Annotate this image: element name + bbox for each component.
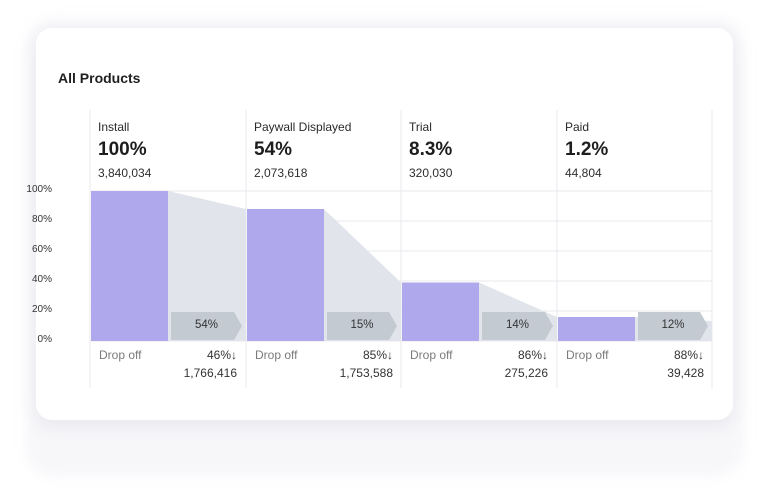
step-count: 44,804 [565, 166, 602, 180]
step-count: 3,840,034 [98, 166, 152, 180]
arrow-down-icon: ↓ [231, 348, 237, 362]
funnel-bar [91, 191, 168, 341]
dropoff-label: Drop off [99, 348, 142, 362]
funnel-bar [247, 209, 324, 341]
y-tick-label: 40% [31, 274, 52, 285]
dropoff-count: 1,766,416 [183, 366, 237, 380]
step-name: Paywall Displayed [254, 120, 352, 134]
dropoff-label: Drop off [566, 348, 609, 362]
dropoff-area [168, 191, 246, 341]
y-tick-label: 0% [37, 334, 52, 345]
dropoff-percent: 88%↓ [673, 348, 704, 362]
conversion-tag [171, 312, 242, 340]
step-header: Trial 8.3% 320,030 [409, 120, 559, 180]
dropoff-label: Drop off [255, 348, 298, 362]
dropoff-percent: 86%↓ [517, 348, 548, 362]
dropoff-count: 39,428 [667, 366, 704, 380]
conversion-label: 15% [350, 319, 374, 331]
step-header: Install 100% 3,840,034 [98, 120, 248, 180]
step-count: 2,073,618 [254, 166, 308, 180]
dropoff-area [324, 209, 401, 341]
y-tick-label: 20% [31, 304, 52, 315]
dropoff-count: 1,753,588 [339, 366, 393, 380]
y-tick-label: 80% [31, 214, 52, 225]
step-percent: 54% [254, 139, 293, 160]
conversion-label: 54% [194, 319, 219, 331]
funnel-bar [402, 282, 479, 341]
step-header: Paid 1.2% 44,804 [565, 120, 715, 180]
conversion-tag [638, 312, 708, 340]
conversion-tag [482, 312, 553, 340]
step-name: Install [98, 120, 130, 134]
arrow-down-icon: ↓ [387, 348, 393, 362]
dropoff-count: 275,226 [504, 366, 548, 380]
step-count: 320,030 [409, 166, 453, 180]
funnel-bar [558, 317, 635, 341]
step-name: Trial [409, 120, 432, 134]
conversion-label: 12% [661, 319, 685, 331]
arrow-down-icon: ↓ [698, 348, 704, 362]
step-percent: 8.3% [409, 139, 453, 160]
arrow-down-icon: ↓ [542, 348, 548, 362]
step-name: Paid [565, 120, 590, 134]
dropoff-label: Drop off [410, 348, 453, 362]
dropoff-percent: 46%↓ [206, 348, 237, 362]
step-header: Paywall Displayed 54% 2,073,618 [254, 120, 404, 180]
conversion-tag [327, 312, 397, 340]
y-tick-label: 100% [26, 184, 52, 195]
dropoff-percent: 85%↓ [362, 348, 393, 362]
step-percent: 100% [98, 139, 147, 160]
y-tick-label: 60% [31, 244, 52, 255]
step-percent: 1.2% [565, 139, 609, 160]
card-title: All Products [58, 70, 141, 86]
conversion-label: 14% [505, 319, 530, 331]
